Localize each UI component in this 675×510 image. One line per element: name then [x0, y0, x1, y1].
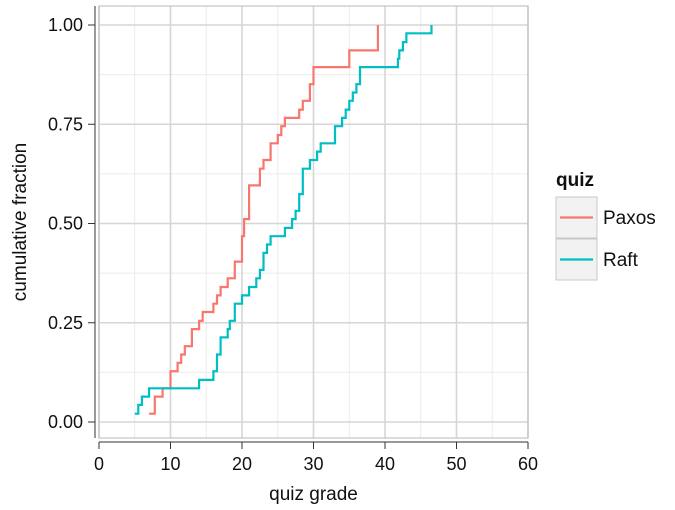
legend: quiz Paxos Raft [555, 170, 656, 281]
legend-items: Paxos Raft [555, 196, 656, 281]
series-line-paxos [149, 25, 379, 415]
y-axis-ticks: 0.00 0.25 0.50 0.75 1.00 [48, 15, 95, 432]
y-axis-title: cumulative fraction [10, 143, 31, 301]
y-tick-label: 0.50 [48, 214, 83, 234]
legend-label-paxos: Paxos [603, 208, 656, 229]
x-axis-title: quiz grade [269, 484, 358, 505]
x-tick-label: 60 [518, 454, 538, 474]
y-tick-label: 0.75 [48, 114, 83, 134]
x-tick-label: 20 [232, 454, 252, 474]
x-tick-label: 0 [94, 454, 104, 474]
plot-border [98, 5, 529, 439]
x-tick-label: 50 [446, 454, 466, 474]
x-axis-ticks: 0 10 20 30 40 50 60 [94, 442, 538, 474]
y-tick-label: 1.00 [48, 15, 83, 35]
x-tick-label: 10 [160, 454, 180, 474]
legend-title: quiz [556, 170, 594, 191]
x-tick-label: 40 [375, 454, 395, 474]
series-layer [134, 25, 433, 415]
y-tick-label: 0.25 [48, 313, 83, 333]
series-line-raft [134, 25, 433, 415]
x-tick-label: 30 [303, 454, 323, 474]
legend-label-raft: Raft [603, 250, 639, 271]
y-tick-label: 0.00 [48, 412, 83, 432]
